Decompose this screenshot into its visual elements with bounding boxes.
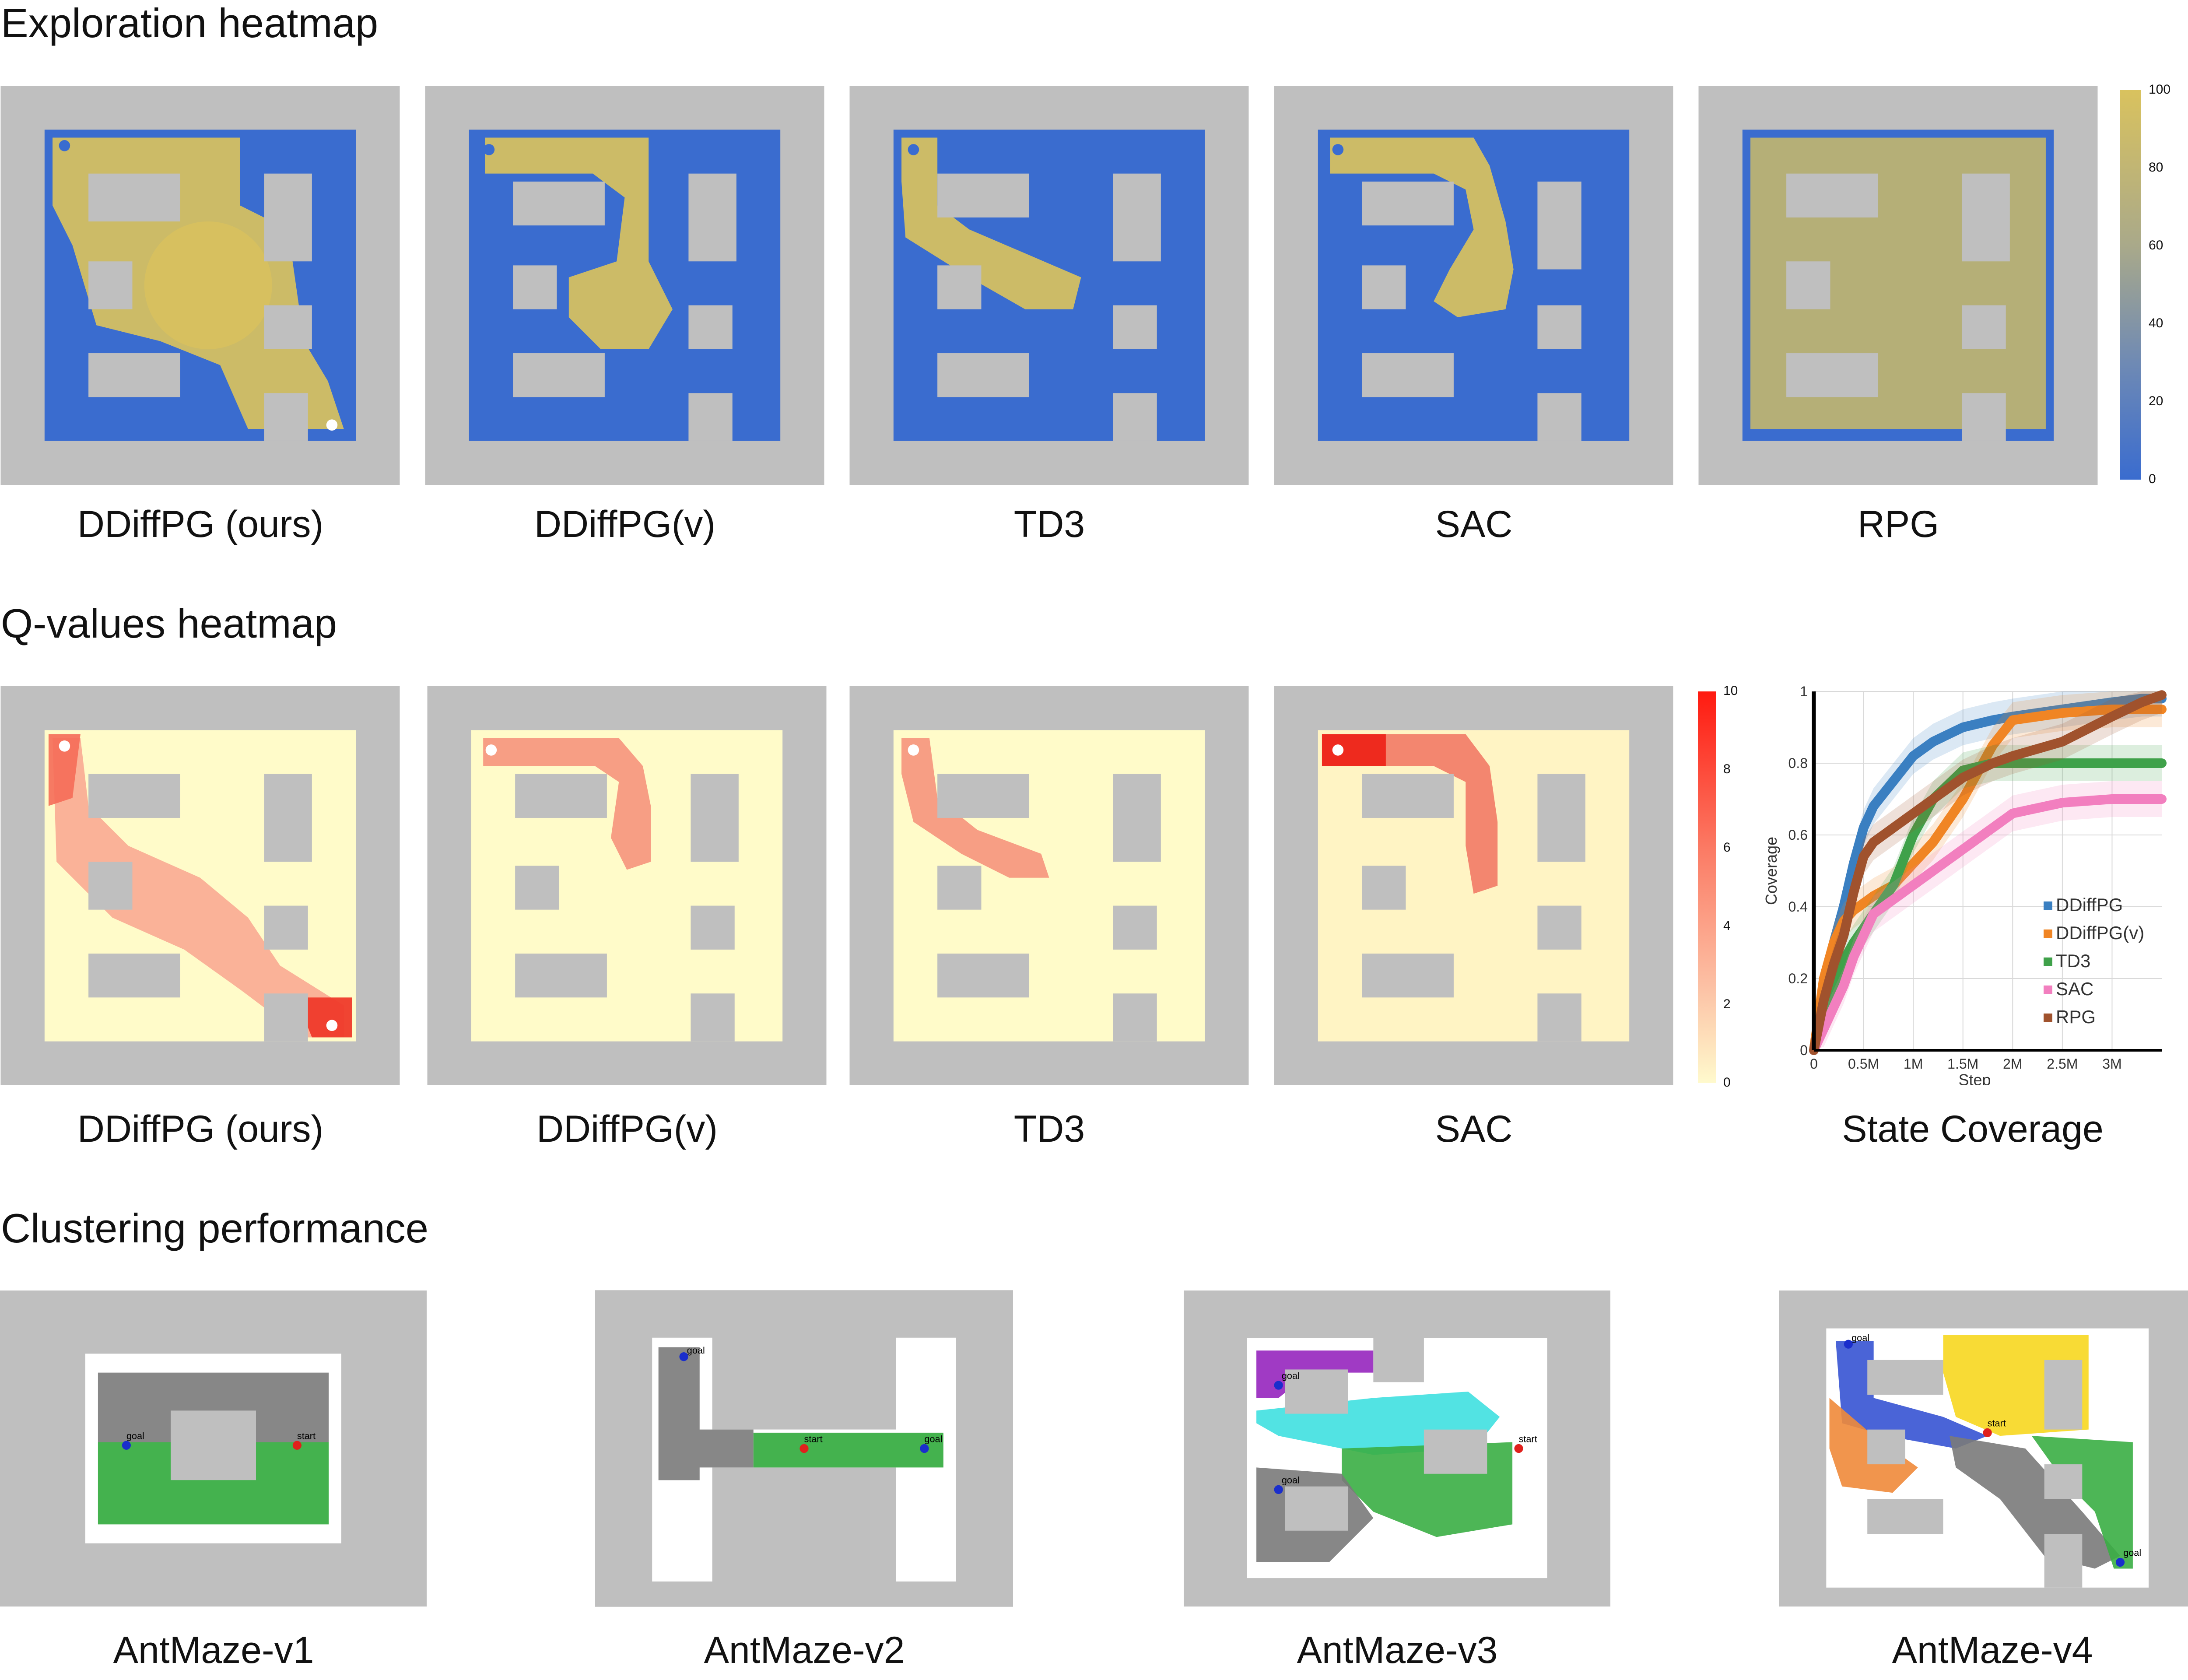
exploration-colorbar <box>2120 90 2141 480</box>
legend-swatch <box>2044 986 2052 994</box>
cluster-label-v3: AntMaze-v3 <box>1297 1629 1498 1671</box>
cluster-label-v4: AntMaze-v4 <box>1892 1629 2093 1671</box>
legend-swatch <box>2044 1014 2052 1022</box>
exploration-label-rpg: RPG <box>1857 503 1939 545</box>
qvalue-label-td3: TD3 <box>1013 1108 1085 1150</box>
qvalue-colorbar <box>1698 691 1716 1083</box>
qvalue-colorbar-tick: 6 <box>1723 840 1731 855</box>
cluster-maze-v3: goal goal start <box>1184 1290 1610 1607</box>
section-title-qvalues: Q-values heatmap <box>1 600 337 646</box>
goal-marker-label: goal <box>1851 1332 1869 1343</box>
x-tick-label: 0 <box>1810 1056 1818 1072</box>
section-title-clustering: Clustering performance <box>1 1205 428 1251</box>
goal-marker-label: goal <box>924 1434 942 1445</box>
exploration-heatmap-sac <box>1273 86 1674 485</box>
goal-marker-label: goal <box>2123 1547 2141 1558</box>
series-line <box>1809 705 2167 1055</box>
x-tick-label: 1M <box>1904 1056 1923 1072</box>
goal-marker-label: goal <box>126 1430 144 1441</box>
qvalue-colorbar-tick: 4 <box>1723 919 1731 933</box>
legend-swatch <box>2044 929 2052 938</box>
x-tick-label: 2M <box>2003 1056 2022 1072</box>
qvalue-colorbar-tick: 2 <box>1723 997 1731 1011</box>
y-tick-label: 1 <box>1800 684 1808 699</box>
start-marker-label: start <box>1519 1434 1537 1445</box>
y-tick-label: 0 <box>1800 1042 1808 1058</box>
exploration-heatmap-ddiffpg-v <box>424 86 825 485</box>
x-axis-label: Step <box>1958 1071 1991 1085</box>
y-tick-label: 0.8 <box>1788 755 1808 771</box>
legend-swatch <box>2044 901 2052 910</box>
qvalue-colorbar-tick: 8 <box>1723 762 1731 776</box>
y-tick-label: 0.2 <box>1788 971 1808 986</box>
exploration-heatmap-rpg <box>1698 86 2098 485</box>
cluster-label-v1: AntMaze-v1 <box>113 1629 314 1671</box>
section-title-exploration: Exploration heatmap <box>1 0 379 46</box>
exploration-colorbar-tick: 0 <box>2149 472 2156 486</box>
x-tick-label: 1.5M <box>1947 1056 1978 1072</box>
legend-label: RPG <box>2056 1007 2096 1027</box>
qvalue-heatmap-ddiffpg <box>0 686 400 1085</box>
start-marker-label: start <box>297 1430 316 1441</box>
qvalue-heatmap-td3 <box>849 686 1249 1085</box>
qvalue-colorbar-tick: 10 <box>1723 684 1738 698</box>
qvalue-colorbar-tick: 0 <box>1723 1075 1731 1090</box>
x-tick-label: 0.5M <box>1848 1056 1879 1072</box>
qvalue-heatmap-sac <box>1273 686 1674 1085</box>
legend-swatch <box>2044 957 2052 966</box>
exploration-label-ddiffpg-v: DDiffPG(v) <box>534 503 716 545</box>
cluster-maze-v1: goal start <box>0 1290 427 1607</box>
exploration-label-td3: TD3 <box>1013 503 1085 545</box>
goal-marker-label: goal <box>687 1345 705 1356</box>
start-marker-label: start <box>1988 1417 2006 1428</box>
y-tick-label: 0.6 <box>1788 827 1808 843</box>
cluster-label-v2: AntMaze-v2 <box>704 1629 905 1671</box>
y-tick-label: 0.4 <box>1788 899 1808 915</box>
qvalue-heatmap-ddiffpg-v <box>427 686 827 1085</box>
goal-marker-label: goal <box>1282 1370 1300 1381</box>
cluster-maze-v2: goal start goal <box>595 1290 1013 1607</box>
exploration-colorbar-tick: 20 <box>2149 394 2163 408</box>
x-tick-label: 3M <box>2102 1056 2121 1072</box>
exploration-label-ddiffpg: DDiffPG (ours) <box>77 503 324 545</box>
exploration-colorbar-tick: 60 <box>2149 238 2163 253</box>
series-line <box>1809 758 2167 1055</box>
coverage-label: State Coverage <box>1842 1108 2104 1150</box>
qvalue-label-ddiffpg: DDiffPG (ours) <box>77 1108 324 1150</box>
legend-label: TD3 <box>2056 950 2090 971</box>
exploration-colorbar-tick: 100 <box>2149 82 2171 97</box>
exploration-colorbar-tick: 80 <box>2149 160 2163 175</box>
start-marker-label: start <box>804 1434 823 1445</box>
legend-label: DDiffPG(v) <box>2056 922 2144 943</box>
exploration-colorbar-tick: 40 <box>2149 316 2163 330</box>
legend-label: DDiffPG <box>2056 894 2123 915</box>
x-tick-label: 2.5M <box>2047 1056 2078 1072</box>
series-band <box>1814 691 2162 1050</box>
y-axis-label: Coverage <box>1762 837 1780 905</box>
series-line <box>1809 794 2167 1055</box>
qvalue-label-sac: SAC <box>1435 1108 1513 1150</box>
legend-label: SAC <box>2056 979 2093 999</box>
cluster-maze-v4: goal start goal <box>1779 1290 2188 1607</box>
state-coverage-chart: 0 0.5M 1M 1.5M 2M 2.5M 3M 0 0.2 0.4 0.6 0.8 1 Step Cov… <box>1762 684 2167 1085</box>
goal-marker-label: goal <box>1282 1474 1300 1485</box>
exploration-heatmap-td3 <box>849 86 1249 485</box>
exploration-label-sac: SAC <box>1435 503 1513 545</box>
exploration-heatmap-ddiffpg <box>0 86 400 485</box>
series-line <box>1809 690 2167 1055</box>
qvalue-label-ddiffpg-v: DDiffPG(v) <box>536 1108 718 1150</box>
